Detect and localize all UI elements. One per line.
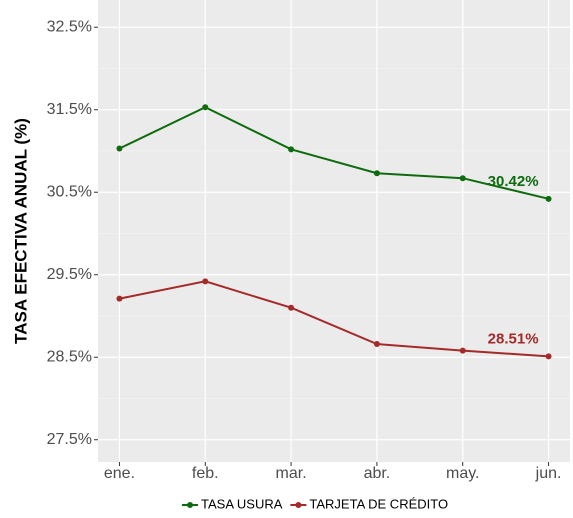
point bbox=[545, 353, 552, 360]
x-tick-label: feb. bbox=[192, 465, 219, 482]
y-tick-label: 29.5% bbox=[47, 266, 92, 283]
x-tick-label: abr. bbox=[364, 465, 391, 482]
y-tick-label: 31.5% bbox=[47, 101, 92, 118]
point bbox=[459, 175, 466, 182]
point bbox=[373, 341, 380, 348]
legend-label: TARJETA DE CRÉDITO bbox=[309, 496, 448, 511]
x-tick-label: jun. bbox=[535, 465, 562, 482]
point bbox=[116, 295, 123, 302]
y-tick-label: 27.5% bbox=[47, 431, 92, 448]
x-tick-label: mar. bbox=[276, 465, 307, 482]
legend-label: TASA USURA bbox=[201, 496, 283, 511]
point bbox=[288, 304, 295, 311]
point bbox=[373, 170, 380, 177]
series-line bbox=[119, 106, 549, 200]
point bbox=[288, 146, 295, 153]
point bbox=[459, 347, 466, 354]
point bbox=[202, 104, 209, 111]
point bbox=[202, 278, 209, 285]
y-axis-label: TASA EFECTIVA ANUAL (%) bbox=[11, 118, 30, 344]
x-tick-label: ene. bbox=[104, 465, 135, 482]
y-tick-label: 28.5% bbox=[47, 348, 92, 365]
value-label: 30.42% bbox=[488, 173, 539, 190]
value-label: 28.51% bbox=[488, 330, 539, 347]
y-tick-label: 32.5% bbox=[47, 18, 92, 35]
y-tick-label: 30.5% bbox=[47, 183, 92, 200]
legend-key-point bbox=[187, 502, 193, 508]
plot-panel bbox=[98, 0, 570, 462]
point bbox=[545, 195, 552, 202]
series-line bbox=[119, 280, 549, 358]
point bbox=[116, 145, 123, 152]
x-tick-label: may. bbox=[446, 465, 479, 482]
legend-key-point bbox=[295, 502, 302, 508]
